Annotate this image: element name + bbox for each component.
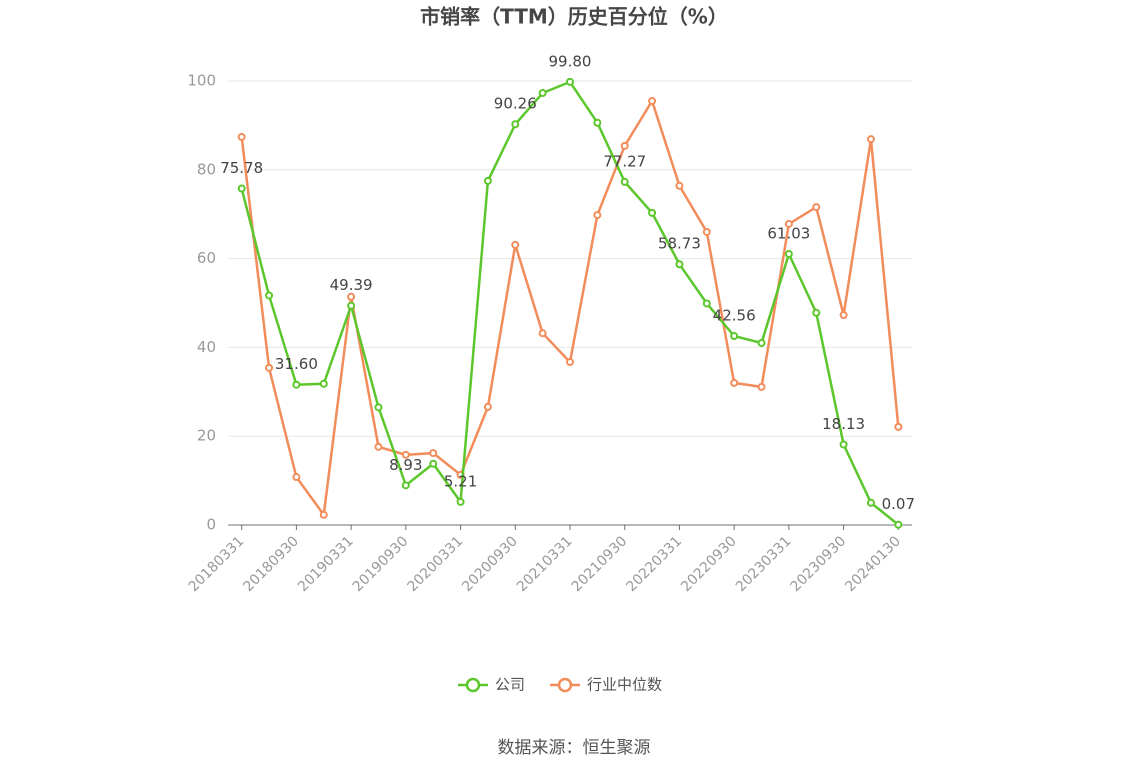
data-point	[566, 77, 574, 86]
data-point	[866, 135, 875, 144]
legend-label: 公司	[495, 676, 525, 694]
data-point	[347, 292, 356, 301]
data-label: 0.07	[882, 495, 915, 513]
data-label: 99.80	[549, 52, 592, 70]
data-label: 18.13	[822, 415, 865, 433]
data-point	[648, 208, 657, 217]
data-point	[265, 363, 274, 372]
data-point	[483, 402, 492, 411]
y-tick-label: 0	[206, 516, 216, 534]
y-tick-label: 40	[197, 338, 216, 356]
data-point	[812, 308, 821, 317]
x-tick-label: 20230930	[788, 533, 850, 595]
data-label: 31.60	[275, 355, 318, 373]
data-label: 8.93	[389, 456, 422, 474]
x-tick-label: 20190331	[295, 533, 357, 595]
data-label: 58.73	[658, 235, 701, 253]
data-label: 61.03	[767, 225, 810, 243]
x-tick-label: 20200930	[459, 533, 521, 595]
y-tick-label: 60	[197, 249, 216, 267]
data-point	[866, 498, 875, 507]
chart-title: 市销率（TTM）历史百分位（%）	[420, 5, 728, 29]
data-point	[319, 379, 328, 388]
data-point	[429, 459, 438, 468]
data-point	[538, 329, 547, 338]
data-point	[620, 141, 629, 150]
data-point	[675, 181, 684, 190]
data-point	[593, 211, 602, 220]
y-tick-label: 20	[197, 427, 216, 445]
x-tick-label: 20200331	[405, 533, 467, 595]
data-point	[511, 120, 520, 129]
data-point	[456, 497, 465, 506]
data-point	[292, 380, 301, 389]
data-point	[237, 132, 246, 141]
data-point	[401, 450, 410, 459]
data-label: 42.56	[713, 307, 756, 325]
data-point	[812, 203, 821, 212]
data-label: 77.27	[603, 152, 646, 170]
data-point	[730, 332, 739, 341]
data-point	[730, 378, 739, 387]
data-point	[784, 219, 793, 228]
legend-swatch-marker	[465, 677, 481, 693]
source-note: 数据来源：恒生聚源	[498, 738, 651, 758]
data-point	[757, 338, 766, 347]
x-tick-label: 20190930	[350, 533, 412, 595]
data-label: 90.26	[494, 95, 537, 113]
x-tick-label: 20180331	[186, 533, 248, 595]
x-tick-label: 20180930	[240, 533, 302, 595]
data-point	[511, 240, 520, 249]
data-point	[401, 481, 410, 490]
series-line	[240, 80, 900, 526]
legend-swatch-marker	[557, 677, 573, 693]
data-point	[292, 473, 301, 482]
data-point	[839, 440, 848, 449]
data-point	[839, 310, 848, 319]
x-tick-label: 20240130	[842, 533, 904, 595]
x-tick-label: 20220331	[623, 533, 685, 595]
data-point	[702, 299, 711, 308]
data-point	[784, 250, 793, 259]
y-tick-label: 100	[187, 72, 216, 90]
data-point	[374, 403, 383, 412]
legend-item[interactable]: 公司	[458, 676, 525, 694]
y-tick-label: 80	[197, 160, 216, 178]
legend-label: 行业中位数	[587, 676, 662, 694]
data-label: 75.78	[220, 159, 263, 177]
x-tick-label: 20210331	[514, 533, 576, 595]
data-point	[237, 184, 246, 193]
data-label: 5.21	[444, 472, 477, 490]
data-label: 49.39	[330, 276, 373, 294]
x-tick-label: 20220930	[678, 533, 740, 595]
data-point	[374, 442, 383, 451]
data-point	[894, 422, 903, 431]
data-point	[265, 291, 274, 300]
data-point	[675, 260, 684, 269]
data-point	[894, 520, 903, 529]
data-point	[538, 88, 547, 97]
data-point	[593, 118, 602, 127]
x-tick-label: 20230331	[733, 533, 795, 595]
data-point	[483, 176, 492, 185]
series-line	[240, 98, 900, 519]
data-point	[429, 449, 438, 458]
data-point	[347, 301, 356, 310]
data-point	[702, 227, 711, 236]
legend-item[interactable]: 行业中位数	[550, 676, 662, 694]
data-point	[620, 177, 629, 186]
x-tick-label: 20210930	[569, 533, 631, 595]
data-point	[319, 510, 328, 519]
data-point	[757, 382, 766, 391]
data-point	[648, 96, 657, 105]
data-point	[566, 358, 574, 367]
